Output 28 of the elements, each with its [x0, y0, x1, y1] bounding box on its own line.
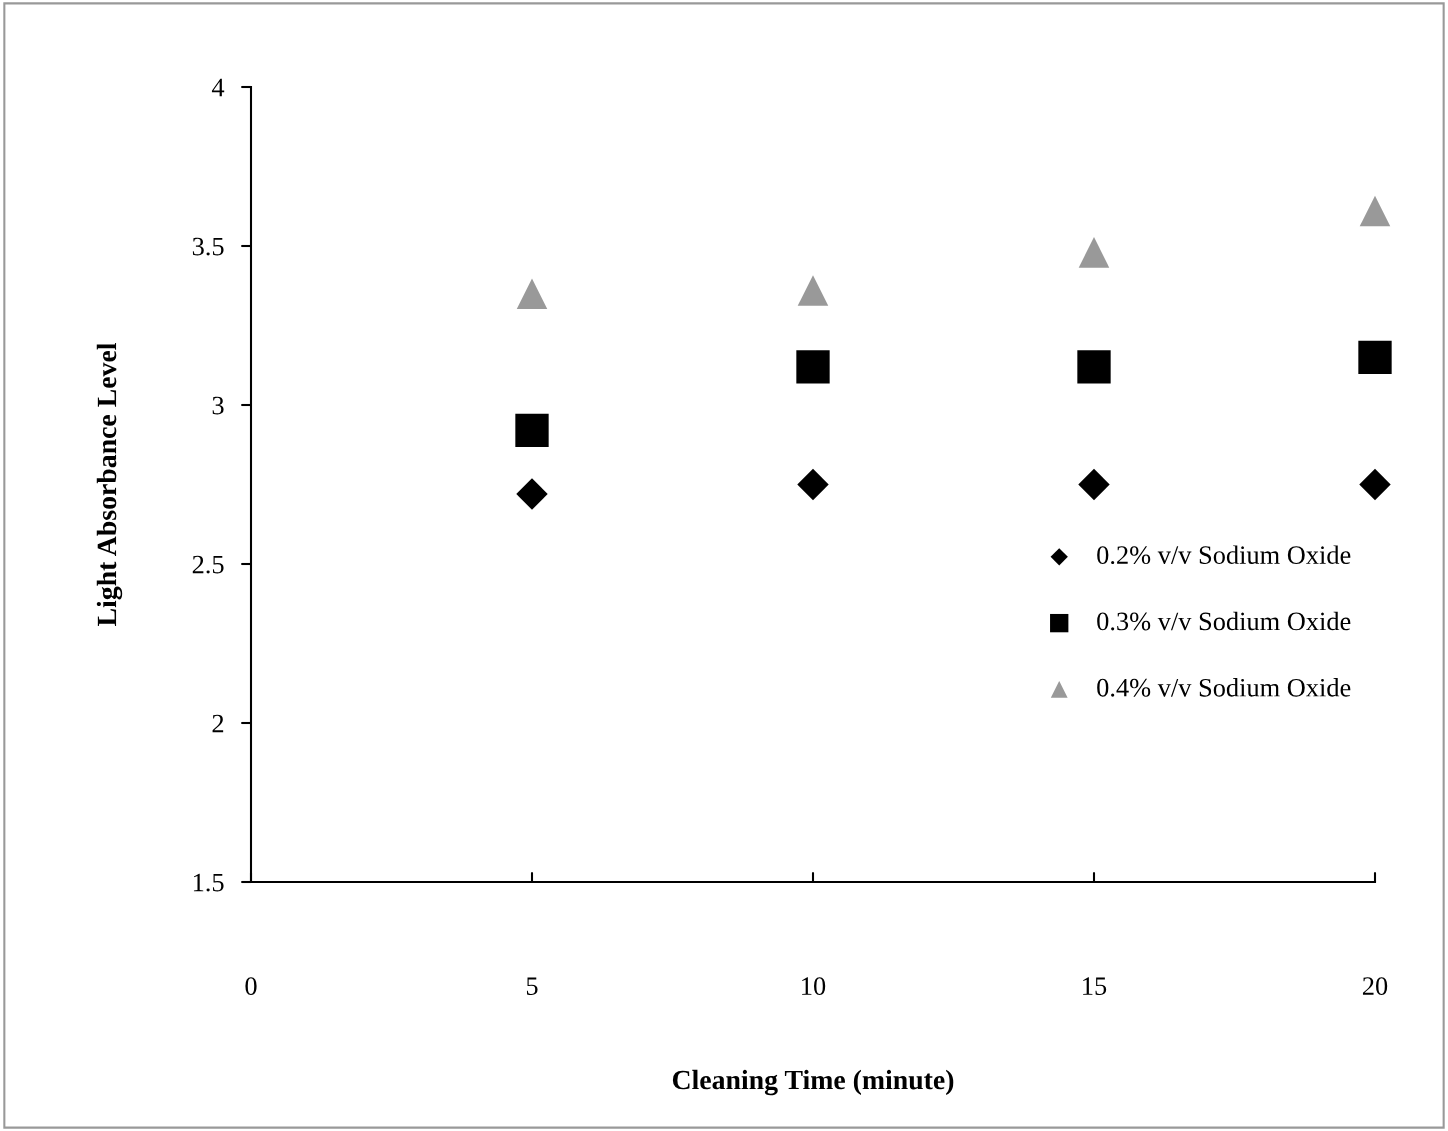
x-tick-label: 10 [802, 977, 826, 996]
y-tick-label: 3.5 [192, 237, 224, 256]
y-tick-label: 2 [212, 714, 224, 733]
point [1359, 195, 1391, 227]
legend-label: 0.3% v/v Sodium Oxide [1097, 611, 1351, 631]
point [1078, 237, 1110, 268]
point [797, 468, 829, 501]
point [1077, 350, 1111, 384]
x-tick-label: 20 [1362, 977, 1388, 996]
point [797, 275, 829, 306]
x-tick-label: 0 [245, 977, 257, 996]
point [516, 278, 548, 309]
legend-label: 0.2% v/v Sodium Oxide [1097, 545, 1351, 565]
point [1358, 340, 1392, 374]
y-tick-label: 2.5 [192, 555, 224, 574]
y-tick-label: 4 [211, 78, 225, 97]
point [1078, 468, 1110, 501]
y-axis-title: Light Absorbance Level [96, 342, 123, 627]
y-tick-label: 3 [212, 396, 224, 415]
x-axis-title: Cleaning Time (minute) [672, 1069, 954, 1096]
point [516, 478, 548, 510]
point [796, 350, 830, 384]
x-tick-label: 15 [1083, 977, 1107, 996]
x-tick-label: 5 [526, 977, 538, 996]
point [1359, 468, 1391, 501]
legend-label: 0.4% v/v Sodium Oxide [1097, 678, 1351, 697]
y-tick-label: 1.5 [193, 873, 224, 892]
point [515, 413, 549, 448]
